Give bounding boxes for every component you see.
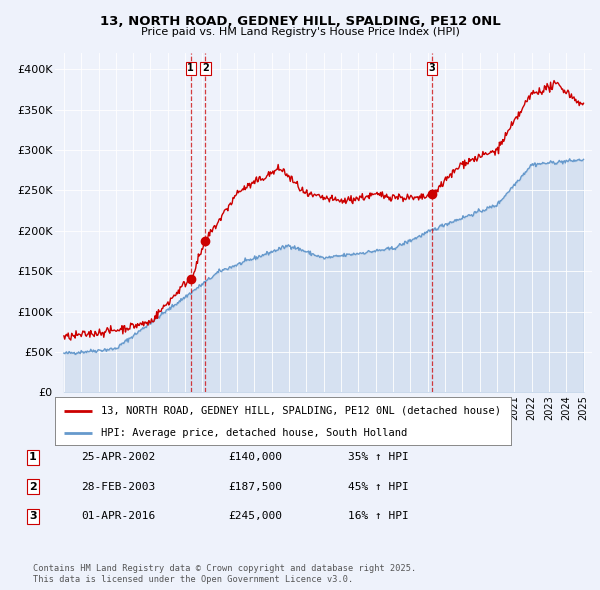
Text: This data is licensed under the Open Government Licence v3.0.: This data is licensed under the Open Gov… xyxy=(33,575,353,584)
Text: £187,500: £187,500 xyxy=(228,482,282,491)
Text: HPI: Average price, detached house, South Holland: HPI: Average price, detached house, Sout… xyxy=(101,428,407,438)
Text: 2: 2 xyxy=(29,482,37,491)
Text: 13, NORTH ROAD, GEDNEY HILL, SPALDING, PE12 0NL (detached house): 13, NORTH ROAD, GEDNEY HILL, SPALDING, P… xyxy=(101,405,501,415)
Text: 2: 2 xyxy=(202,63,209,73)
Text: 1: 1 xyxy=(187,63,194,73)
Text: 25-APR-2002: 25-APR-2002 xyxy=(81,453,155,462)
Text: 3: 3 xyxy=(428,63,436,73)
Text: Price paid vs. HM Land Registry's House Price Index (HPI): Price paid vs. HM Land Registry's House … xyxy=(140,27,460,37)
Text: 13, NORTH ROAD, GEDNEY HILL, SPALDING, PE12 0NL: 13, NORTH ROAD, GEDNEY HILL, SPALDING, P… xyxy=(100,15,500,28)
Text: £245,000: £245,000 xyxy=(228,512,282,521)
Text: 16% ↑ HPI: 16% ↑ HPI xyxy=(348,512,409,521)
Text: 01-APR-2016: 01-APR-2016 xyxy=(81,512,155,521)
Text: 1: 1 xyxy=(29,453,37,462)
Text: 35% ↑ HPI: 35% ↑ HPI xyxy=(348,453,409,462)
Text: £140,000: £140,000 xyxy=(228,453,282,462)
Text: 28-FEB-2003: 28-FEB-2003 xyxy=(81,482,155,491)
Text: Contains HM Land Registry data © Crown copyright and database right 2025.: Contains HM Land Registry data © Crown c… xyxy=(33,565,416,573)
Text: 45% ↑ HPI: 45% ↑ HPI xyxy=(348,482,409,491)
Text: 3: 3 xyxy=(29,512,37,521)
